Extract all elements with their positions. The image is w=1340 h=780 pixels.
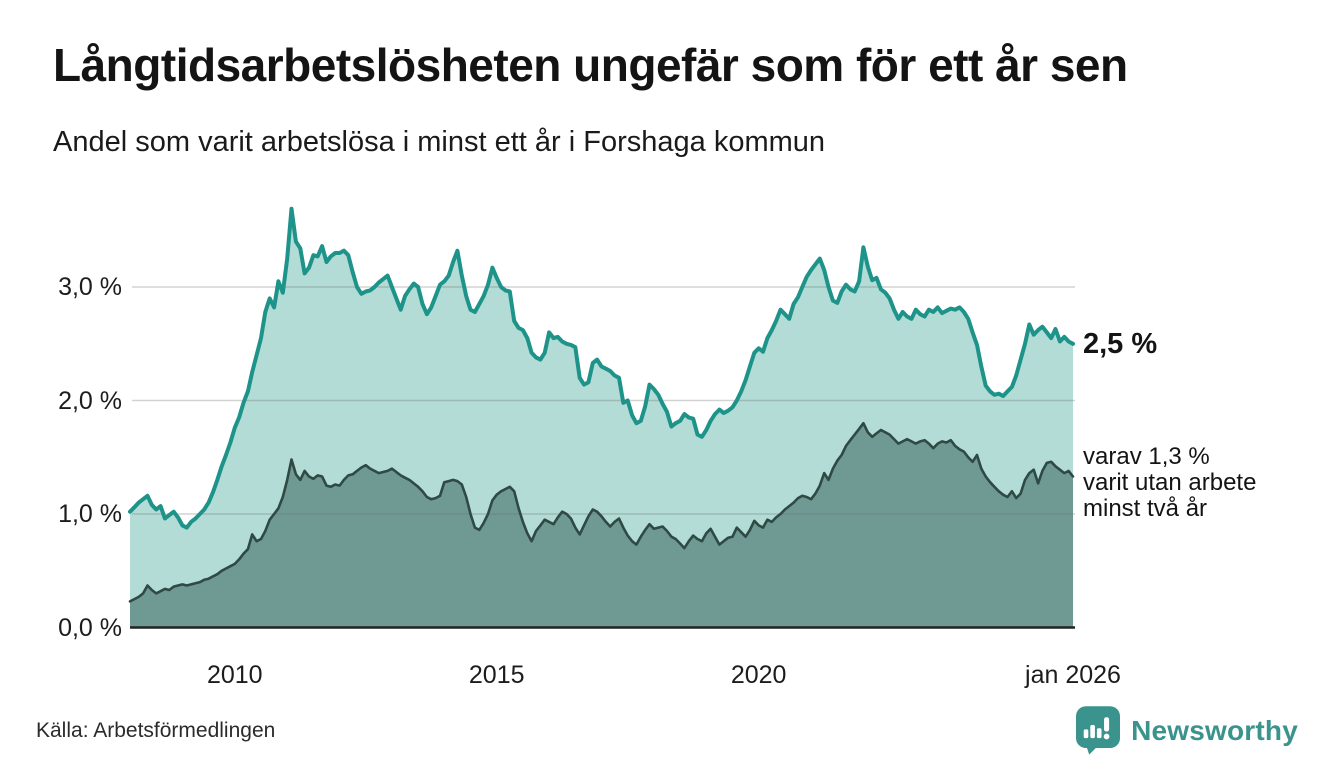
two-year-annotation: varav 1,3 % varit utan arbete minst två … (1083, 443, 1257, 522)
source-note: Källa: Arbetsförmedlingen (36, 719, 276, 742)
newsworthy-logo: Newsworthy (1076, 705, 1298, 757)
x-axis-tick-label: 2010 (206, 661, 263, 689)
newsworthy-logo-icon (1076, 706, 1121, 756)
y-axis-tick-label: 1,0 % (58, 500, 122, 528)
newsworthy-wordmark: Newsworthy (1131, 715, 1298, 746)
x-axis-tick-label: jan 2026 (1025, 661, 1121, 689)
chart-title: Långtidsarbetslösheten ungefär som för e… (53, 39, 1128, 91)
latest-value-label: 2,5 % (1083, 328, 1158, 360)
y-axis-tick-label: 0,0 % (58, 613, 122, 642)
chart-subtitle: Andel som varit arbetslösa i minst ett å… (53, 126, 826, 158)
gridlines (132, 286, 1075, 515)
line-unemployed-min-one-year (128, 206, 1075, 530)
y-axis-tick-label: 2,0 % (58, 386, 122, 415)
x-axis-tick-label: 2020 (730, 661, 787, 689)
area-unemployed-min-two-years (130, 423, 1073, 628)
y-axis-tick-label: 3,0 % (58, 273, 122, 301)
x-axis-tick-label: 2015 (468, 661, 525, 689)
chart-plot-area (128, 200, 1075, 630)
area-chart (128, 206, 1075, 629)
line-unemployed-min-two-years (128, 421, 1075, 603)
